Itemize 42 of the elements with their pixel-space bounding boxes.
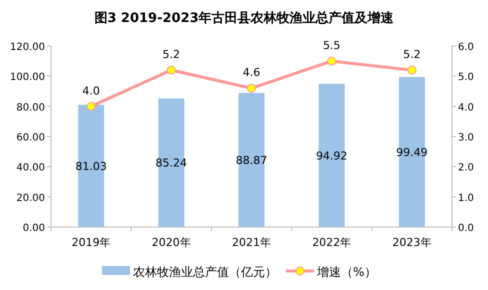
x-tick-label: 2020年 [152,236,191,249]
x-tick-label: 2021年 [232,236,271,249]
data-label: 5.5 [322,39,340,52]
point [327,56,336,66]
legend-label: 增速（%） [316,265,376,279]
bar [398,76,425,227]
y2-tick-label: 4.0 [458,102,474,114]
y2-tick-label: 1.0 [458,192,474,204]
data-label: 5.2 [162,48,180,62]
data-label: 81.03 [75,160,107,173]
y2-tick-label: 3.0 [458,132,474,144]
y-tick-label: 20.00 [16,192,45,204]
data-label: 5.2 [403,48,421,62]
y2-tick-label: 0.0 [458,223,474,234]
data-label: 94.92 [316,149,348,162]
y2-tick-label: 6.0 [458,42,474,53]
legend-label: 农林牧渔业总产值（亿元） [133,265,277,279]
y-tick-label: 60.00 [16,132,45,144]
point [86,102,96,111]
bar [318,84,345,227]
point [166,66,176,75]
x-tick-label: 2019年 [72,236,111,249]
chart-title: 图3 2019-2023年古田县农林牧渔业总产值及增速 [94,10,395,26]
bar [158,98,184,227]
x-tick-label: 2023年 [392,236,432,249]
x-tick-label: 2022年 [312,236,352,249]
data-label: 88.87 [236,154,268,167]
data-label: 99.49 [396,146,428,159]
bar [238,92,264,227]
y-tick-label: 80.00 [16,102,45,114]
data-label: 4.6 [242,66,260,80]
data-label: 4.0 [82,84,100,98]
point [407,66,416,75]
y2-tick-label: 5.0 [458,72,474,84]
y-tick-label: 40.00 [16,162,45,174]
bar [78,104,104,227]
y-tick-label: 100.00 [10,72,45,84]
y-tick-label: 0.00 [22,223,45,234]
data-label: 85.24 [156,156,188,170]
y2-tick-label: 2.0 [458,162,474,174]
point [247,84,256,93]
y-tick-label: 120.00 [10,42,45,53]
